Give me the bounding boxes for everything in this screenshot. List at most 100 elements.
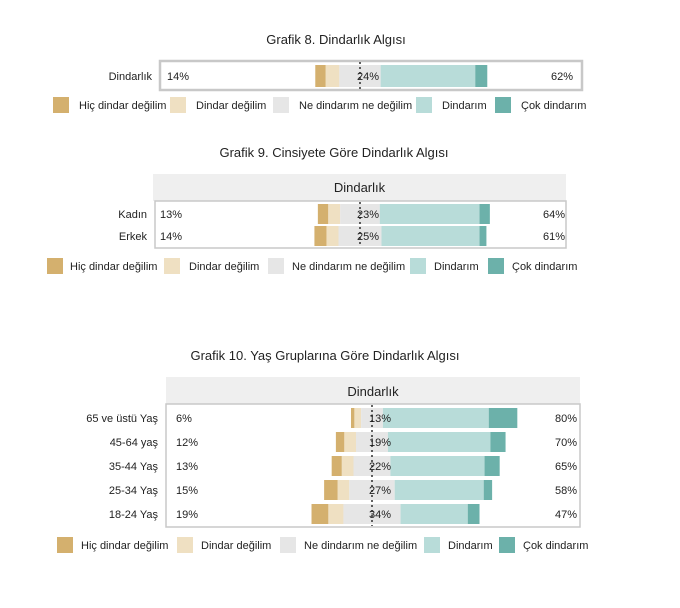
mid-percent-label: 13% [369, 413, 391, 425]
legend-label: Ne dindarım ne değilim [299, 100, 412, 112]
bar-segment-ne-dindarim [338, 226, 382, 246]
right-percent-label: 62% [551, 71, 573, 83]
category-label: 25-34 Yaş [109, 485, 159, 497]
bar-segment-dindar-degilim [328, 504, 344, 524]
right-percent-label: 65% [555, 461, 577, 473]
category-label: Erkek [119, 231, 148, 243]
legend-label: Hiç dindar değilim [79, 100, 166, 112]
right-percent-label: 47% [555, 509, 577, 521]
bar-segment-hic-dindar-degilim [351, 408, 355, 428]
bar-segment-dindar-degilim [344, 432, 357, 452]
bar-segment-hic-dindar-degilim [335, 432, 345, 452]
category-label: 45-64 yaş [110, 437, 159, 449]
legend-label: Ne dindarım ne değilim [304, 540, 417, 552]
legend-label: Dindarım [434, 261, 479, 273]
legend-swatch [170, 97, 186, 113]
right-percent-label: 64% [543, 209, 565, 221]
bar-segment-cok-dindarim [484, 456, 500, 476]
bar-segment-hic-dindar-degilim [317, 204, 329, 224]
bar-segment-cok-dindarim [479, 226, 487, 246]
legend-swatch [499, 537, 515, 553]
legend-swatch [53, 97, 69, 113]
bar-segment-cok-dindarim [490, 432, 506, 452]
legend-label: Dindar değilim [196, 100, 266, 112]
chart-title: Grafik 9. Cinsiyete Göre Dindarlık Algıs… [219, 145, 448, 160]
legend-swatch [164, 258, 180, 274]
bar-segment-ne-dindarim [339, 65, 381, 87]
bar-segment-cok-dindarim [475, 65, 488, 87]
category-label: 18-24 Yaş [109, 509, 159, 521]
legend-swatch [410, 258, 426, 274]
legend-swatch [177, 537, 193, 553]
legend-swatch [495, 97, 511, 113]
legend-swatch [57, 537, 73, 553]
bar-segment-dindar-degilim [354, 408, 362, 428]
bar-segment-dindar-degilim [337, 480, 350, 500]
category-label: 65 ve üstü Yaş [86, 413, 158, 425]
legend-swatch [273, 97, 289, 113]
category-label: Kadın [118, 209, 147, 221]
bar-segment-dindar-degilim [341, 456, 354, 476]
left-percent-label: 6% [176, 413, 192, 425]
bar-segment-dindarim [400, 504, 468, 524]
bar-segment-dindar-degilim [325, 65, 340, 87]
legend-swatch [47, 258, 63, 274]
bar-segment-dindarim [381, 226, 480, 246]
legend-label: Çok dindarım [523, 540, 588, 552]
bar-segment-dindarim [380, 65, 476, 87]
mid-percent-label: 22% [369, 461, 391, 473]
mid-percent-label: 23% [357, 209, 379, 221]
bar-segment-dindarim [390, 456, 485, 476]
mid-percent-label: 19% [369, 437, 391, 449]
mid-percent-label: 25% [357, 231, 379, 243]
legend-label: Dindarım [448, 540, 493, 552]
chart-header-label: Dindarlık [334, 180, 386, 195]
mid-percent-label: 24% [357, 71, 379, 83]
category-label: 35-44 Yaş [109, 461, 159, 473]
bar-segment-cok-dindarim [488, 408, 518, 428]
bar-segment-dindar-degilim [326, 226, 339, 246]
left-percent-label: 15% [176, 485, 198, 497]
bar-segment-ne-dindarim [343, 504, 401, 524]
right-percent-label: 58% [555, 485, 577, 497]
mid-percent-label: 27% [369, 485, 391, 497]
legend-swatch [268, 258, 284, 274]
chart-header-band [166, 377, 580, 404]
left-percent-label: 12% [176, 437, 198, 449]
bar-segment-hic-dindar-degilim [324, 480, 338, 500]
legend-swatch [488, 258, 504, 274]
bar-segment-ne-dindarim [361, 408, 383, 428]
left-percent-label: 14% [160, 231, 182, 243]
bar-segment-dindarim [394, 480, 484, 500]
legend-swatch [280, 537, 296, 553]
bar-segment-cok-dindarim [479, 204, 490, 224]
bar-segment-hic-dindar-degilim [315, 65, 326, 87]
legend-label: Dindar değilim [201, 540, 271, 552]
legend-label: Dindar değilim [189, 261, 259, 273]
legend-label: Hiç dindar değilim [70, 261, 157, 273]
bar-segment-dindar-degilim [328, 204, 341, 224]
bar-segment-cok-dindarim [483, 480, 493, 500]
bar-segment-hic-dindar-degilim [331, 456, 342, 476]
bar-segment-dindarim [387, 432, 491, 452]
left-percent-label: 13% [160, 209, 182, 221]
legend-swatch [424, 537, 440, 553]
bar-segment-dindarim [382, 408, 489, 428]
legend-label: Ne dindarım ne değilim [292, 261, 405, 273]
legend-label: Çok dindarım [521, 100, 586, 112]
legend-swatch [416, 97, 432, 113]
right-percent-label: 61% [543, 231, 565, 243]
right-percent-label: 70% [555, 437, 577, 449]
left-percent-label: 14% [167, 71, 189, 83]
left-percent-label: 19% [176, 509, 198, 521]
legend-label: Çok dindarım [512, 261, 577, 273]
legend-label: Dindarım [442, 100, 487, 112]
chart-title: Grafik 10. Yaş Gruplarına Göre Dindarlık… [190, 348, 459, 363]
left-percent-label: 13% [176, 461, 198, 473]
bar-segment-dindarim [379, 204, 480, 224]
category-label: Dindarlık [109, 71, 153, 83]
chart-header-band [153, 174, 566, 201]
mid-percent-label: 34% [369, 509, 391, 521]
bar-segment-hic-dindar-degilim [311, 504, 329, 524]
